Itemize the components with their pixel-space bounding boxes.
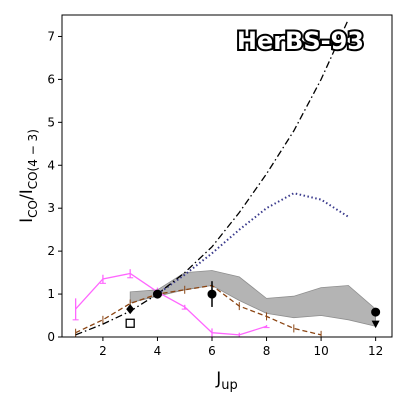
y-tick-label: 3 [47,201,55,215]
data-point-open-square [125,318,135,328]
x-tick-label: 12 [368,344,383,358]
y-tick-label: 2 [47,244,55,258]
x-tick-label: 6 [208,344,216,358]
x-tick-label: 4 [154,344,162,358]
data-point-triangle [371,320,380,329]
brown-dashed-line [75,284,322,336]
y-tick-label: 5 [47,115,55,129]
y-axis-title: ICO/ICO(4 − 3) [17,129,40,223]
y-tick-label: 0 [47,330,55,344]
x-axis-title: Jup [215,369,238,393]
chart-title: HerBS-93 [237,27,364,55]
data-point-circle [207,289,217,299]
y-tick-label: 7 [47,29,55,43]
magenta-line [75,272,267,336]
data-point-circle [371,307,381,317]
dashdot-line [75,19,349,336]
x-tick-label: 2 [99,344,107,358]
shaded-band [129,270,377,327]
data-point-circle [152,289,162,299]
data-point-diamond [126,304,135,315]
plot-frame [61,14,393,338]
y-tick-label: 4 [47,158,55,172]
plot-layer [72,19,381,337]
x-tick-label: 10 [313,344,328,358]
dotted-line [156,192,349,295]
y-tick-label: 1 [47,287,55,301]
y-tick-label: 6 [47,72,55,86]
x-tick-label: 8 [263,344,271,358]
